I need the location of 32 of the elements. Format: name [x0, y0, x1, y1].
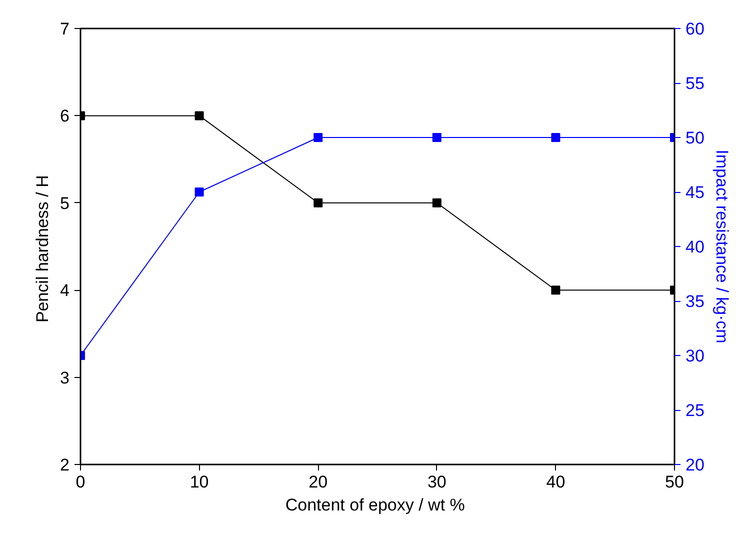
y2-axis-title: Impact resistance / kg·cm [712, 150, 732, 344]
y2-tick-label: 25 [686, 401, 704, 420]
y2-tick-label: 20 [686, 456, 704, 474]
y2-tick-label: 55 [686, 74, 704, 93]
y2-tick-label: 50 [686, 128, 704, 148]
x-tick-label: 40 [546, 472, 566, 492]
y2-tick-label: 40 [686, 238, 704, 256]
x-tick-label: 50 [665, 472, 684, 492]
y-tick-label: 6 [60, 106, 70, 126]
y-tick-label: 3 [60, 368, 70, 388]
point [432, 133, 442, 142]
x-tick-label: 20 [308, 472, 328, 492]
x-tick-label: 10 [190, 472, 209, 492]
y-tick-label: 2 [60, 456, 70, 474]
point [551, 286, 560, 295]
x-axis-title: Content of epoxy / wt % [285, 496, 465, 514]
x-tick-label: 30 [427, 472, 446, 492]
y-axis-title: Pencil hardness / H [33, 175, 52, 323]
point [194, 188, 204, 196]
y2-tick-label: 30 [686, 346, 704, 366]
point [194, 111, 204, 120]
point [314, 198, 323, 208]
y2-tick-label: 45 [686, 183, 704, 202]
y-tick-label: 5 [60, 194, 70, 213]
y2-tick-label: 60 [686, 20, 704, 38]
x-tick-label: 0 [76, 472, 86, 492]
y2-tick-label: 35 [686, 292, 704, 311]
point [551, 133, 560, 142]
y-tick-label: 4 [60, 281, 70, 300]
point [432, 198, 442, 208]
y-tick-label: 7 [60, 20, 70, 38]
point [314, 133, 323, 142]
